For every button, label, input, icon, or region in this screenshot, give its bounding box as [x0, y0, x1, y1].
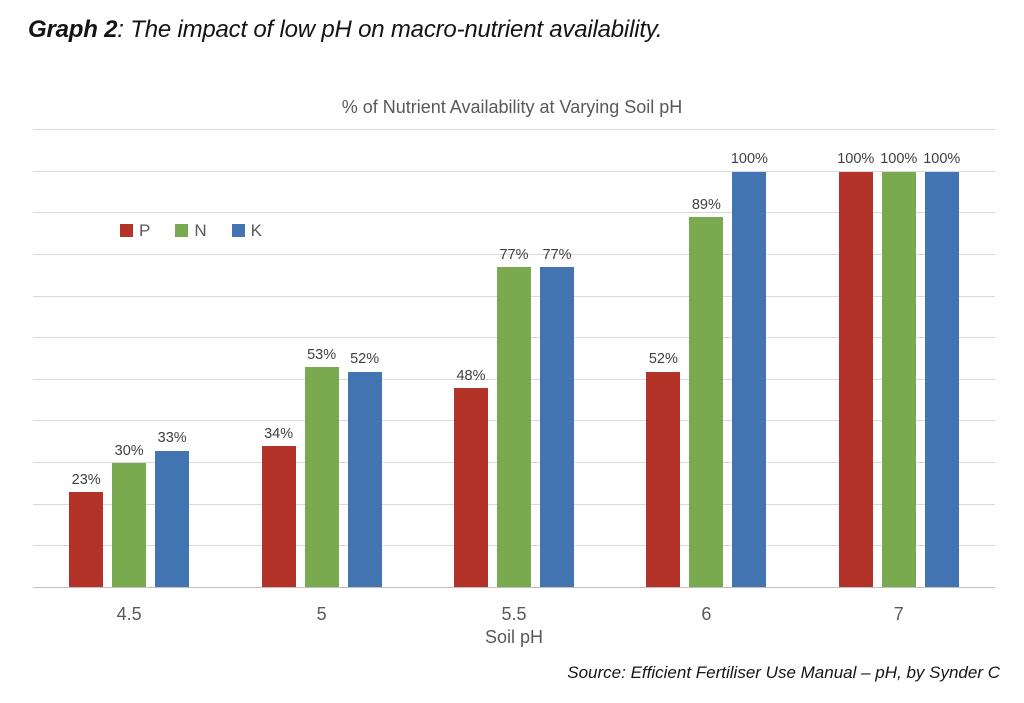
- bar-value-K-7: 100%: [923, 151, 961, 168]
- gridline-110: [33, 129, 995, 130]
- bar-K-6: [732, 171, 767, 588]
- chart-title: % of Nutrient Availability at Varying So…: [341, 97, 683, 117]
- legend-label-P: P: [139, 221, 151, 240]
- bar-N-7: [881, 171, 916, 588]
- gridline-80: [33, 253, 995, 255]
- bar-P-5.5: [453, 388, 488, 588]
- bar-P-5: [261, 446, 296, 588]
- bar-value-N-6: 89%: [691, 196, 721, 213]
- bar-col-N-7: 100%: [880, 130, 918, 588]
- legend-swatch-P: [120, 224, 133, 237]
- bar-value-N-5.5: 77%: [499, 246, 529, 263]
- x-tick-7: 7: [893, 604, 904, 624]
- bar-value-K-5.5: 77%: [542, 246, 572, 263]
- bar-col-K-4.5: 33%: [155, 130, 190, 588]
- bar-value-P-4.5: 23%: [71, 471, 101, 488]
- bar-col-P-7: 100%: [837, 130, 875, 588]
- bar-value-K-5: 52%: [350, 351, 380, 367]
- bar-value-P-5.5: 48%: [456, 367, 486, 384]
- gridline-90: [33, 212, 995, 214]
- bar-group-7: 100% 100% 100%: [803, 130, 995, 588]
- legend-label-K: K: [250, 221, 262, 240]
- bar-col-P-5.5: 48%: [453, 130, 488, 588]
- bar-value-K-6: 100%: [730, 151, 768, 168]
- bar-N-4.5: [112, 463, 147, 588]
- legend-item-N: N: [175, 221, 207, 240]
- bar-col-P-5: 34%: [261, 130, 296, 588]
- bar-value-N-5: 53%: [307, 346, 337, 363]
- bar-col-K-6: 100%: [730, 130, 768, 588]
- bar-col-N-5: 53%: [304, 130, 339, 588]
- legend-swatch-K: [231, 224, 245, 237]
- legend-item-K: K: [231, 221, 262, 240]
- bar-col-P-6: 52%: [646, 130, 681, 588]
- bar-N-5.5: [496, 267, 531, 588]
- bar-group-6: 52% 89% 100%: [610, 130, 802, 588]
- bar-col-K-7: 100%: [923, 130, 961, 588]
- bar-col-P-4.5: 23%: [69, 130, 104, 588]
- bar-value-K-4.5: 33%: [157, 430, 187, 447]
- legend-label-N: N: [194, 221, 207, 240]
- bar-group-5: 34% 53% 52%: [225, 130, 417, 588]
- bar-col-K-5: 52%: [347, 130, 382, 588]
- x-tick-5: 5: [316, 604, 327, 624]
- source-attribution: Source: Efficient Fertiliser Use Manual …: [567, 663, 1000, 682]
- bar-value-P-7: 100%: [837, 151, 875, 168]
- legend-item-P: P: [120, 222, 150, 239]
- bar-col-N-5.5: 77%: [496, 130, 531, 588]
- bar-value-P-6: 52%: [648, 351, 678, 367]
- plot-area: 23% 30% 33% 34% 53% 52% 48% 77% 77% 52% 89% 100% 100…: [33, 129, 995, 588]
- legend-swatch-N: [175, 224, 189, 237]
- bar-col-N-6: 89%: [689, 130, 724, 588]
- bar-P-6: [646, 371, 681, 588]
- bar-value-N-7: 100%: [880, 151, 918, 168]
- bar-K-4.5: [155, 450, 190, 588]
- bar-K-7: [924, 171, 959, 588]
- bar-N-6: [689, 217, 724, 588]
- graph-caption: Graph 2: The impact of low pH on macro-n…: [28, 16, 662, 44]
- x-axis-ticks: 4.5 5 5.5 6 7: [33, 604, 995, 628]
- bar-group-5.5: 48% 77% 77%: [418, 130, 610, 588]
- bar-P-4.5: [69, 492, 104, 588]
- bar-K-5.5: [539, 267, 574, 588]
- bar-col-N-4.5: 30%: [112, 130, 147, 588]
- x-tick-6: 6: [701, 604, 712, 624]
- x-tick-5.5: 5.5: [501, 604, 527, 624]
- graph-caption-prefix: Graph 2: [28, 16, 118, 43]
- bar-K-5: [347, 371, 382, 588]
- bar-group-4.5: 23% 30% 33%: [33, 130, 225, 588]
- x-axis-baseline: [33, 587, 995, 588]
- bar-col-K-5.5: 77%: [539, 130, 574, 588]
- graph-caption-text: : The impact of low pH on macro-nutrient…: [117, 16, 663, 43]
- bar-N-5: [304, 367, 339, 588]
- x-tick-4.5: 4.5: [116, 604, 142, 624]
- bar-P-7: [838, 171, 873, 588]
- gridline-100: [33, 170, 995, 172]
- bar-value-P-5: 34%: [264, 425, 294, 442]
- x-axis-title: Soil pH: [484, 627, 544, 647]
- bar-value-N-4.5: 30%: [114, 442, 144, 459]
